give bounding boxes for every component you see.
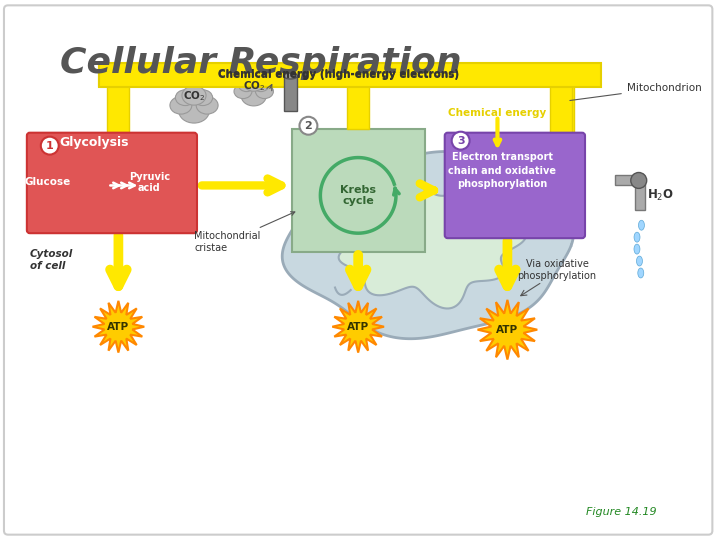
- Text: Cellular Respiration: Cellular Respiration: [60, 46, 462, 80]
- Polygon shape: [477, 300, 537, 360]
- Text: 3: 3: [457, 136, 464, 146]
- Bar: [347, 85, 369, 129]
- Ellipse shape: [244, 76, 264, 91]
- Text: Chemical energy: Chemical energy: [449, 108, 546, 118]
- Polygon shape: [93, 301, 144, 353]
- Text: Chemical energy (high-energy electrons): Chemical energy (high-energy electrons): [217, 69, 459, 79]
- Ellipse shape: [182, 86, 206, 105]
- Bar: [99, 63, 601, 87]
- Bar: [615, 176, 643, 185]
- Bar: [284, 76, 297, 111]
- Ellipse shape: [193, 90, 212, 105]
- FancyBboxPatch shape: [99, 64, 577, 86]
- Bar: [635, 183, 644, 210]
- Polygon shape: [282, 152, 573, 339]
- Text: Glycolysis: Glycolysis: [60, 136, 130, 149]
- FancyBboxPatch shape: [292, 129, 425, 252]
- Text: Via oxidative
phosphorylation: Via oxidative phosphorylation: [518, 259, 597, 281]
- Text: ATP: ATP: [496, 325, 518, 335]
- Ellipse shape: [636, 244, 642, 254]
- Circle shape: [300, 117, 318, 134]
- FancyBboxPatch shape: [4, 5, 712, 535]
- Text: ATP: ATP: [347, 322, 369, 332]
- Text: Chemical energy (high-energy electrons): Chemical energy (high-energy electrons): [217, 70, 459, 80]
- Circle shape: [631, 172, 647, 188]
- Text: CO$_2$: CO$_2$: [183, 89, 205, 103]
- FancyBboxPatch shape: [27, 133, 197, 233]
- Ellipse shape: [634, 256, 640, 266]
- Ellipse shape: [197, 97, 218, 114]
- Text: Cytosol
of cell: Cytosol of cell: [30, 249, 73, 271]
- Ellipse shape: [636, 220, 642, 230]
- Ellipse shape: [170, 97, 192, 114]
- Text: Krebs
cycle: Krebs cycle: [340, 185, 376, 206]
- Polygon shape: [338, 188, 526, 308]
- Text: Glucose: Glucose: [24, 178, 71, 187]
- Ellipse shape: [234, 84, 252, 99]
- Text: Pyruvic
acid: Pyruvic acid: [129, 172, 170, 193]
- Text: Mitochondrial
cristae: Mitochondrial cristae: [194, 212, 294, 253]
- Text: 1: 1: [46, 140, 53, 151]
- Ellipse shape: [284, 73, 297, 79]
- FancyBboxPatch shape: [445, 133, 585, 238]
- Text: ATP: ATP: [107, 322, 130, 332]
- Ellipse shape: [238, 79, 255, 92]
- Circle shape: [451, 132, 469, 150]
- Ellipse shape: [635, 268, 642, 278]
- Text: Electron transport
chain and oxidative
phosphorylation: Electron transport chain and oxidative p…: [449, 152, 557, 188]
- Ellipse shape: [241, 86, 266, 106]
- Text: 2: 2: [305, 121, 312, 131]
- FancyBboxPatch shape: [552, 64, 574, 160]
- Ellipse shape: [637, 232, 644, 242]
- Polygon shape: [333, 301, 384, 353]
- Text: Figure 14.19: Figure 14.19: [586, 507, 657, 517]
- Ellipse shape: [253, 79, 269, 92]
- Ellipse shape: [179, 99, 210, 123]
- Text: Mitochondrion: Mitochondrion: [570, 83, 701, 100]
- Bar: [107, 85, 130, 133]
- Text: H$_2$O: H$_2$O: [647, 188, 674, 203]
- Text: CO$_2$: CO$_2$: [243, 79, 265, 93]
- Ellipse shape: [176, 90, 195, 105]
- FancyBboxPatch shape: [107, 64, 130, 86]
- Bar: [550, 85, 572, 160]
- Ellipse shape: [256, 84, 274, 99]
- Circle shape: [41, 137, 59, 154]
